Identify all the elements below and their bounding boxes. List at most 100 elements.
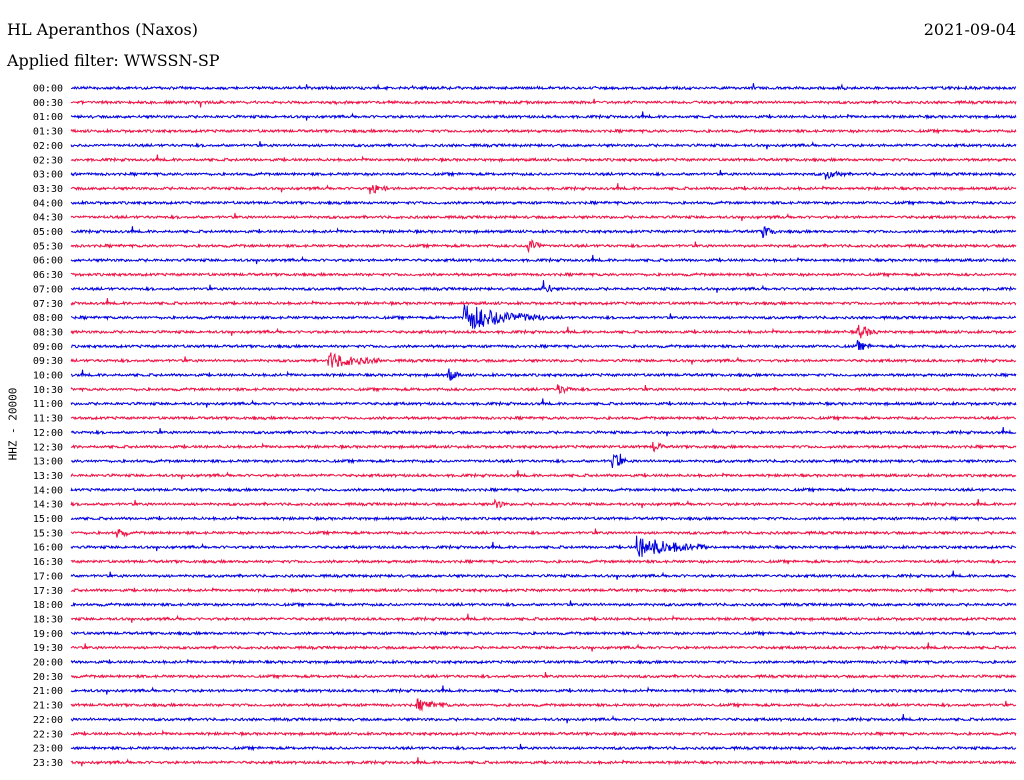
trace-1430 xyxy=(70,498,1017,509)
row-label-0530: 05:30 xyxy=(33,241,63,252)
row-label-0430: 04:30 xyxy=(33,213,63,224)
row-label-0630: 06:30 xyxy=(33,270,63,281)
trace-0130 xyxy=(70,127,1017,135)
trace-1530 xyxy=(70,528,1017,538)
trace-1900 xyxy=(70,630,1017,637)
trace-1830 xyxy=(70,613,1017,623)
trace-2330 xyxy=(70,757,1017,767)
trace-0500 xyxy=(70,226,1017,239)
trace-0100 xyxy=(70,111,1017,121)
row-label-1130: 11:30 xyxy=(33,414,63,425)
trace-2100 xyxy=(70,685,1017,695)
trace-1100 xyxy=(70,398,1017,408)
trace-0200 xyxy=(70,141,1017,150)
trace-0830 xyxy=(70,324,1017,339)
row-label-0830: 08:30 xyxy=(33,327,63,338)
row-label-2200: 22:00 xyxy=(33,715,63,726)
row-label-0100: 01:00 xyxy=(33,112,63,123)
trace-0630 xyxy=(70,271,1017,278)
date-label: 2021-09-04 xyxy=(923,20,1016,39)
trace-1030 xyxy=(70,384,1017,395)
row-label-2230: 22:30 xyxy=(33,729,63,740)
trace-0400 xyxy=(70,199,1017,207)
trace-2200 xyxy=(70,714,1017,724)
trace-2230 xyxy=(70,729,1017,738)
trace-0430 xyxy=(70,212,1017,222)
row-label-1600: 16:00 xyxy=(33,543,63,554)
row-label-1530: 15:30 xyxy=(33,528,63,539)
row-label-0730: 07:30 xyxy=(33,299,63,310)
trace-1300 xyxy=(70,453,1017,469)
row-label-1900: 19:00 xyxy=(33,629,63,640)
filter-label: Applied filter: WWSSN-SP xyxy=(7,51,220,70)
row-label-0700: 07:00 xyxy=(33,284,63,295)
trace-0300 xyxy=(70,169,1017,180)
station-title: HL Aperanthos (Naxos) xyxy=(7,20,198,39)
trace-0000 xyxy=(70,83,1017,92)
row-label-1430: 14:30 xyxy=(33,500,63,511)
row-label-1230: 12:30 xyxy=(33,442,63,453)
row-label-0000: 00:00 xyxy=(33,84,63,95)
trace-0700 xyxy=(70,280,1017,293)
trace-1400 xyxy=(70,486,1017,494)
trace-1230 xyxy=(70,441,1017,453)
row-label-0930: 09:30 xyxy=(33,356,63,367)
trace-1930 xyxy=(70,642,1017,652)
row-label-2330: 23:30 xyxy=(33,758,63,769)
row-label-1200: 12:00 xyxy=(33,428,63,439)
trace-1130 xyxy=(70,414,1017,422)
trace-0530 xyxy=(70,238,1017,254)
trace-2000 xyxy=(70,658,1017,666)
trace-2300 xyxy=(70,743,1017,752)
row-label-0900: 09:00 xyxy=(33,342,63,353)
trace-1500 xyxy=(70,515,1017,522)
trace-0930 xyxy=(70,352,1017,368)
trace-1200 xyxy=(70,427,1017,437)
trace-1730 xyxy=(70,587,1017,594)
row-label-1500: 15:00 xyxy=(33,514,63,525)
row-label-2300: 23:00 xyxy=(33,744,63,755)
row-label-1630: 16:30 xyxy=(33,557,63,568)
row-label-1930: 19:30 xyxy=(33,643,63,654)
trace-0730 xyxy=(70,297,1017,307)
row-label-0500: 05:00 xyxy=(33,227,63,238)
row-label-1000: 10:00 xyxy=(33,371,63,382)
row-label-2130: 21:30 xyxy=(33,701,63,712)
trace-2130 xyxy=(70,698,1017,712)
trace-1330 xyxy=(70,470,1017,480)
row-label-1830: 18:30 xyxy=(33,614,63,625)
row-label-1330: 13:30 xyxy=(33,471,63,482)
trace-0230 xyxy=(70,154,1016,164)
trace-0600 xyxy=(70,254,1017,265)
row-label-2000: 20:00 xyxy=(33,658,63,669)
trace-0900 xyxy=(70,339,1017,351)
row-label-0400: 04:00 xyxy=(33,198,63,209)
row-label-1400: 14:00 xyxy=(33,485,63,496)
trace-1600 xyxy=(70,535,1017,557)
row-label-0130: 01:30 xyxy=(33,127,63,138)
trace-1630 xyxy=(70,558,1017,565)
trace-0330 xyxy=(70,183,1017,195)
row-label-1100: 11:00 xyxy=(33,399,63,410)
row-label-2030: 20:30 xyxy=(33,672,63,683)
trace-1800 xyxy=(70,600,1017,608)
row-label-1700: 17:00 xyxy=(33,571,63,582)
row-label-1300: 13:00 xyxy=(33,457,63,468)
row-label-0330: 03:30 xyxy=(33,184,63,195)
row-label-0230: 02:30 xyxy=(33,155,63,166)
row-label-1730: 17:30 xyxy=(33,586,63,597)
trace-0800 xyxy=(71,304,1017,330)
trace-2030 xyxy=(70,672,1017,680)
row-label-2100: 21:00 xyxy=(33,686,63,697)
row-label-0600: 06:00 xyxy=(33,256,63,267)
trace-1700 xyxy=(70,570,1017,580)
row-label-0300: 03:00 xyxy=(33,170,63,181)
row-label-1800: 18:00 xyxy=(33,600,63,611)
trace-0030 xyxy=(70,98,1017,108)
row-label-0030: 00:30 xyxy=(33,98,63,109)
row-label-0800: 08:00 xyxy=(33,313,63,324)
row-label-1030: 10:30 xyxy=(33,385,63,396)
row-label-0200: 02:00 xyxy=(33,141,63,152)
trace-1000 xyxy=(70,368,1017,381)
